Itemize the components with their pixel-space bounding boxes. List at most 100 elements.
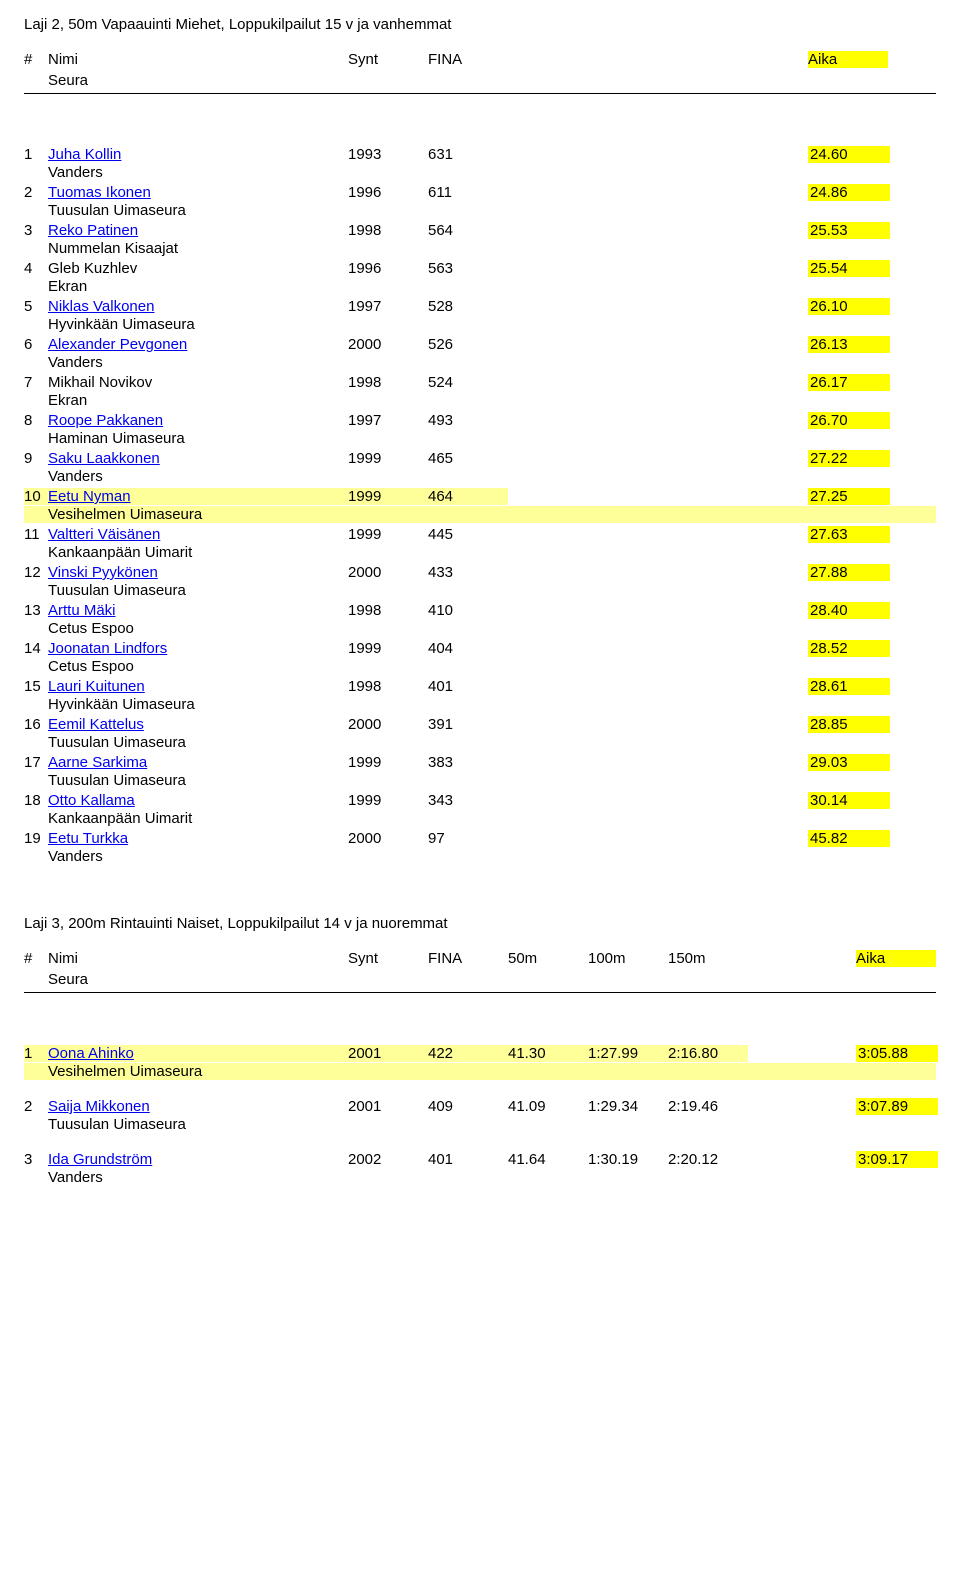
split-50m: 41.09 [508, 1098, 588, 1115]
fina-points: 404 [428, 640, 508, 657]
result-row: 2Saija Mikkonen200140941.091:29.342:19.4… [24, 1098, 936, 1115]
swimmer-name[interactable]: Arttu Mäki [48, 602, 348, 619]
rank: 8 [24, 412, 48, 429]
split-50m: 41.64 [508, 1151, 588, 1168]
time: 26.17 [808, 374, 890, 391]
time: 29.03 [808, 754, 890, 771]
swimmer-name[interactable]: Reko Patinen [48, 222, 348, 239]
swimmer-name[interactable]: Joonatan Lindfors [48, 640, 348, 657]
fina-points: 465 [428, 450, 508, 467]
rank: 1 [24, 1045, 48, 1062]
fina-points: 524 [428, 374, 508, 391]
birth-year: 1999 [348, 526, 428, 543]
club: Nummelan Kisaajat [24, 240, 936, 257]
rank: 6 [24, 336, 48, 353]
time: 25.54 [808, 260, 890, 277]
split-150m: 2:16.80 [668, 1045, 748, 1062]
result-row: 4Gleb Kuzhlev199656325.54 [24, 260, 936, 277]
swimmer-name[interactable]: Lauri Kuitunen [48, 678, 348, 695]
rank: 19 [24, 830, 48, 847]
birth-year: 2000 [348, 716, 428, 733]
rank: 16 [24, 716, 48, 733]
hdr-name: Nimi [48, 51, 348, 68]
swimmer-name[interactable]: Eetu Turkka [48, 830, 348, 847]
swimmer-name[interactable]: Eemil Kattelus [48, 716, 348, 733]
club: Kankaanpään Uimarit [24, 544, 936, 561]
rank: 7 [24, 374, 48, 391]
swimmer-name[interactable]: Vinski Pyykönen [48, 564, 348, 581]
time: 24.60 [808, 146, 890, 163]
result-row: 8Roope Pakkanen199749326.70 [24, 412, 936, 429]
event1-header: # Nimi Synt FINA Aika [24, 51, 936, 68]
time: 28.85 [808, 716, 890, 733]
club: Vanders [24, 848, 936, 865]
swimmer-name[interactable]: Saku Laakkonen [48, 450, 348, 467]
fina-points: 391 [428, 716, 508, 733]
event1-title: Laji 2, 50m Vapaauinti Miehet, Loppukilp… [24, 16, 936, 33]
event2-title: Laji 3, 200m Rintauinti Naiset, Loppukil… [24, 915, 936, 932]
fina-points: 401 [428, 1151, 508, 1168]
swimmer-name[interactable]: Alexander Pevgonen [48, 336, 348, 353]
club: Ekran [24, 392, 936, 409]
swimmer-name[interactable]: Saija Mikkonen [48, 1098, 348, 1115]
time: 45.82 [808, 830, 890, 847]
birth-year: 1999 [348, 488, 428, 505]
result-row: 17Aarne Sarkima199938329.03 [24, 754, 936, 771]
swimmer-name[interactable]: Aarne Sarkima [48, 754, 348, 771]
result-row: 1Oona Ahinko200142241.301:27.992:16.803:… [24, 1045, 936, 1062]
fina-points: 445 [428, 526, 508, 543]
fina-points: 493 [428, 412, 508, 429]
birth-year: 1996 [348, 184, 428, 201]
time: 3:07.89 [856, 1098, 938, 1115]
club: Vanders [24, 354, 936, 371]
time: 30.14 [808, 792, 890, 809]
event2-header: # Nimi Synt FINA 50m 100m 150m Aika [24, 950, 936, 967]
club: Vesihelmen Uimaseura [24, 506, 936, 523]
result-row: 18Otto Kallama199934330.14 [24, 792, 936, 809]
fina-points: 528 [428, 298, 508, 315]
swimmer-name[interactable]: Eetu Nyman [48, 488, 348, 505]
fina-points: 564 [428, 222, 508, 239]
hdr-150m: 150m [668, 950, 748, 967]
swimmer-name[interactable]: Tuomas Ikonen [48, 184, 348, 201]
club: Tuusulan Uimaseura [24, 1116, 936, 1133]
club: Vesihelmen Uimaseura [24, 1063, 936, 1080]
club: Kankaanpään Uimarit [24, 810, 936, 827]
birth-year: 2000 [348, 564, 428, 581]
club: Vanders [24, 468, 936, 485]
time: 24.86 [808, 184, 890, 201]
fina-points: 401 [428, 678, 508, 695]
time: 28.40 [808, 602, 890, 619]
swimmer-name[interactable]: Niklas Valkonen [48, 298, 348, 315]
club: Vanders [24, 1169, 936, 1186]
birth-year: 1996 [348, 260, 428, 277]
result-row: 2Tuomas Ikonen199661124.86 [24, 184, 936, 201]
swimmer-name[interactable]: Otto Kallama [48, 792, 348, 809]
fina-points: 611 [428, 184, 508, 201]
result-row: 13Arttu Mäki199841028.40 [24, 602, 936, 619]
fina-points: 422 [428, 1045, 508, 1062]
birth-year: 1998 [348, 374, 428, 391]
birth-year: 1997 [348, 412, 428, 429]
hdr-fina: FINA [428, 51, 508, 68]
split-150m: 2:20.12 [668, 1151, 748, 1168]
hdr-rank: # [24, 51, 48, 68]
swimmer-name[interactable]: Ida Grundström [48, 1151, 348, 1168]
time: 27.25 [808, 488, 890, 505]
club: Cetus Espoo [24, 658, 936, 675]
fina-points: 526 [428, 336, 508, 353]
result-row: 1Juha Kollin199363124.60 [24, 146, 936, 163]
swimmer-name[interactable]: Oona Ahinko [48, 1045, 348, 1062]
club: Tuusulan Uimaseura [24, 734, 936, 751]
club: Ekran [24, 278, 936, 295]
fina-points: 464 [428, 488, 508, 505]
split-150m: 2:19.46 [668, 1098, 748, 1115]
swimmer-name[interactable]: Roope Pakkanen [48, 412, 348, 429]
rank: 18 [24, 792, 48, 809]
result-row: 12Vinski Pyykönen200043327.88 [24, 564, 936, 581]
swimmer-name[interactable]: Valtteri Väisänen [48, 526, 348, 543]
swimmer-name[interactable]: Juha Kollin [48, 146, 348, 163]
rank: 15 [24, 678, 48, 695]
rank: 17 [24, 754, 48, 771]
birth-year: 2000 [348, 336, 428, 353]
